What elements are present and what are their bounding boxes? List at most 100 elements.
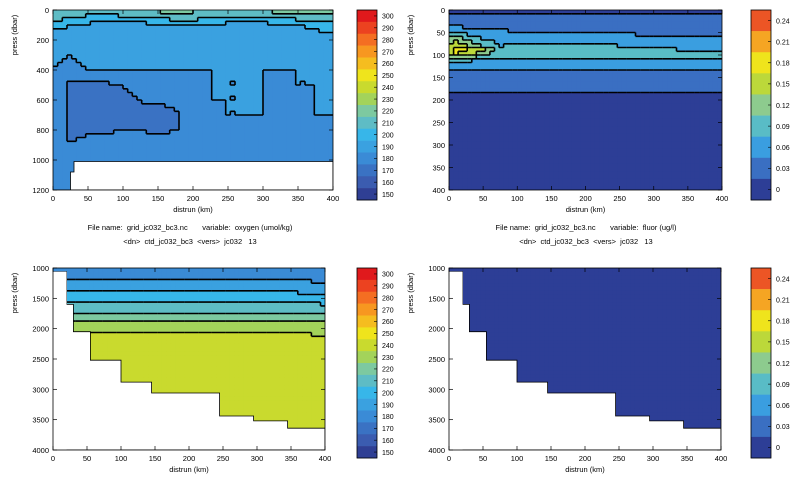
- contour-cell: [67, 126, 73, 131]
- contour-cell: [151, 17, 157, 22]
- contour-cell: [197, 13, 203, 19]
- contour-cell: [649, 73, 655, 79]
- contour-cell: [263, 62, 269, 67]
- contour-cell: [53, 85, 59, 90]
- contour-cell: [90, 28, 96, 34]
- contour-cell: [621, 111, 628, 116]
- contour-cell: [590, 122, 596, 127]
- contour-cell: [508, 88, 514, 94]
- contour-cell: [272, 115, 278, 120]
- contour-cell: [608, 92, 614, 97]
- contour-cell: [300, 73, 306, 79]
- contour-cell: [230, 36, 236, 41]
- contour-cell: [239, 13, 245, 19]
- contour-cell: [165, 40, 171, 45]
- contour-cell: [328, 122, 333, 127]
- contour-cell: [699, 43, 705, 49]
- contour-cell: [151, 73, 157, 79]
- contour-cell: [95, 28, 101, 34]
- contour-cell: [253, 126, 259, 131]
- contour-cell: [590, 88, 596, 94]
- contour-cell: [160, 10, 166, 15]
- contour-cell: [521, 115, 527, 120]
- contour-cell: [603, 85, 609, 90]
- contour-cell: [179, 55, 185, 60]
- contour-cell: [476, 77, 482, 82]
- contour-cell: [462, 81, 468, 86]
- contour-cell: [485, 13, 491, 19]
- contour-cell: [603, 126, 609, 131]
- contour-cell: [277, 88, 283, 94]
- contour-cell: [127, 145, 133, 150]
- contour-cell: [585, 51, 591, 56]
- contour-cell: [207, 40, 213, 45]
- contour-cell: [169, 152, 175, 157]
- contour-cell: [99, 148, 105, 154]
- contour-cell: [272, 107, 278, 112]
- contour-cell: [703, 17, 709, 22]
- contour-cell: [540, 62, 546, 67]
- contour-cell: [85, 145, 91, 150]
- contour-cell: [649, 17, 655, 22]
- contour-cell: [480, 32, 486, 37]
- contour-cell: [667, 81, 673, 86]
- contour-cell: [193, 96, 199, 101]
- contour-cell: [127, 62, 133, 67]
- contour-cell: [494, 107, 500, 112]
- contour-cell: [174, 122, 180, 127]
- contour-cell: [653, 130, 659, 135]
- contour-cell: [699, 66, 705, 71]
- contour-cell: [109, 81, 115, 86]
- contour-cell: [127, 25, 133, 30]
- contour-cell: [549, 43, 555, 49]
- contour-cell: [503, 47, 509, 52]
- contour-cell: [567, 70, 573, 75]
- contour-cell: [576, 133, 582, 139]
- contour-cell: [160, 118, 166, 124]
- contour-cell: [580, 133, 587, 139]
- contour-cell: [57, 163, 63, 169]
- contour-cell: [685, 130, 691, 135]
- contour-cell: [453, 126, 459, 131]
- contour-cell: [235, 148, 241, 154]
- contour-cell: [160, 70, 166, 75]
- contour-cell: [57, 156, 63, 161]
- contour-cell: [57, 130, 63, 135]
- contour-cell: [267, 133, 273, 139]
- contour-cell: [608, 126, 614, 131]
- contour-cell: [67, 118, 73, 124]
- contour-cell: [174, 43, 180, 49]
- contour-cell: [644, 126, 650, 131]
- contour-cell: [540, 55, 546, 60]
- contour-cell: [235, 10, 241, 15]
- contour-cell: [62, 163, 68, 169]
- contour-cell: [590, 70, 596, 75]
- contour-cell: [160, 141, 166, 146]
- contour-cell: [137, 55, 143, 60]
- contour-cell: [319, 115, 325, 120]
- contour-cell: [662, 81, 668, 86]
- contour-cell: [309, 103, 315, 109]
- contour-cell: [617, 55, 623, 60]
- contour-cell: [467, 111, 473, 116]
- contour-cell: [449, 111, 455, 116]
- contour-cell: [230, 85, 236, 90]
- contour-cell: [567, 85, 573, 90]
- contour-cell: [617, 130, 623, 135]
- contour-cell: [146, 152, 152, 157]
- contour-cell: [132, 10, 138, 15]
- contour-cell: [67, 141, 73, 146]
- contour-cell: [258, 126, 264, 131]
- contour-cell: [281, 111, 287, 116]
- contour-cell: [703, 85, 709, 90]
- contour-cell: [53, 122, 59, 127]
- contour-cell: [562, 122, 568, 127]
- contour-cell: [608, 103, 614, 109]
- contour-cell: [594, 96, 600, 101]
- contour-cell: [295, 115, 301, 120]
- contour-cell: [540, 17, 546, 22]
- contour-cell: [319, 126, 325, 131]
- contour-cell: [449, 13, 455, 19]
- x-tick-label: 50: [84, 194, 92, 203]
- contour-cell: [113, 137, 119, 142]
